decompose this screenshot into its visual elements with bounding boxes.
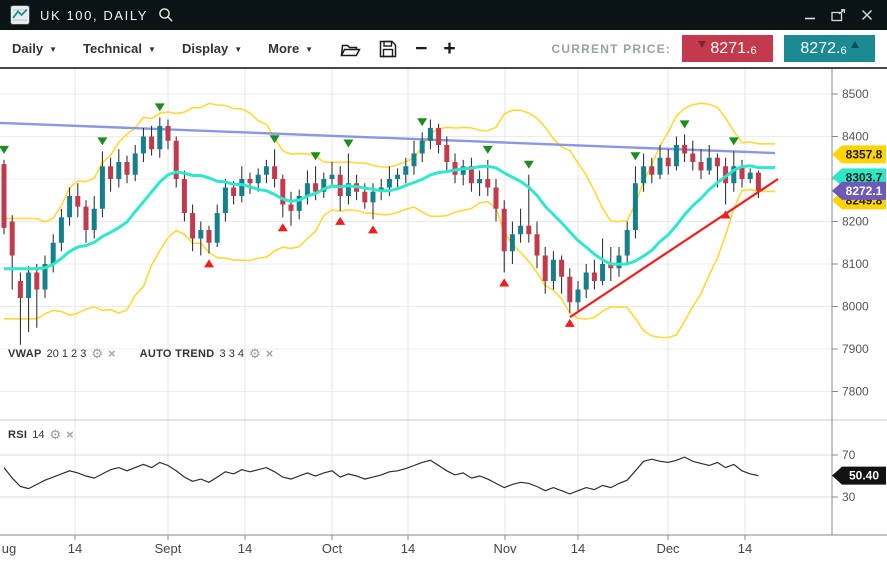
buy-price-button[interactable]: 8272. 6	[784, 35, 875, 62]
toolbar: Daily ▼ Technical ▼ Display ▼ More ▼	[0, 30, 887, 69]
vwap-line	[4, 164, 775, 271]
price-up-arrow-icon	[850, 41, 859, 48]
svg-text:Nov: Nov	[493, 541, 517, 556]
svg-text:ug: ug	[2, 541, 16, 556]
popout-button[interactable]	[831, 8, 846, 22]
autotrend-settings-gear-icon[interactable]: ⚙	[249, 346, 261, 361]
minimize-button[interactable]	[804, 9, 816, 21]
rsi-params: 14	[32, 428, 45, 441]
svg-text:7800: 7800	[842, 385, 869, 399]
menu-technical[interactable]: Technical ▼	[83, 41, 156, 56]
chevron-down-icon: ▼	[148, 45, 156, 54]
svg-text:14: 14	[238, 541, 252, 556]
current-price-label: CURRENT PRICE:	[551, 41, 671, 56]
save-icon[interactable]	[379, 40, 397, 58]
svg-text:8357.8: 8357.8	[846, 147, 883, 161]
signal-arrows	[0, 103, 739, 327]
zoom-in-button[interactable]: +	[443, 37, 456, 60]
svg-text:8100: 8100	[842, 257, 869, 271]
svg-text:50.40: 50.40	[849, 469, 879, 483]
price-down-arrow-icon	[698, 41, 707, 48]
svg-text:8000: 8000	[842, 300, 869, 314]
app-logo-icon	[10, 5, 30, 25]
svg-text:14: 14	[571, 541, 585, 556]
window-controls	[804, 8, 877, 22]
svg-text:8500: 8500	[842, 87, 869, 101]
zoom-out-button[interactable]: −	[415, 37, 428, 60]
close-button[interactable]	[861, 9, 873, 21]
open-folder-icon[interactable]	[339, 40, 361, 58]
rsi-settings-gear-icon[interactable]: ⚙	[49, 427, 62, 442]
rsi-remove-icon[interactable]: ×	[66, 427, 74, 442]
svg-text:8303.7: 8303.7	[846, 170, 883, 184]
vwap-label: VWAP	[8, 347, 42, 360]
menu-timeframe[interactable]: Daily ▼	[12, 41, 57, 56]
chevron-down-icon: ▼	[49, 45, 57, 54]
overlay-indicator-row: VWAP 20 1 2 3 ⚙ × AUTO TREND 3 3 4 ⚙ ×	[8, 347, 273, 360]
vwap-settings-gear-icon[interactable]: ⚙	[91, 346, 104, 361]
vwap-params: 20 1 2 3	[46, 347, 87, 360]
svg-text:14: 14	[401, 541, 415, 556]
rsi-pane	[3, 456, 759, 495]
search-icon[interactable]	[158, 7, 174, 23]
rsi-label: RSI	[8, 428, 28, 441]
sell-price-button[interactable]: 8271. 6	[682, 35, 773, 62]
autotrend-remove-icon[interactable]: ×	[265, 346, 274, 361]
svg-text:8272.1: 8272.1	[846, 184, 883, 198]
time-axis[interactable]: ug 14 Sept 14 Oct 14 Nov 14 Dec 14	[0, 534, 887, 556]
resistance-trendline[interactable]	[0, 121, 776, 155]
chart-canvas[interactable]: 850084008300820081008000790078007030 ug1…	[0, 69, 887, 560]
autotrend-label: AUTO TREND	[139, 347, 215, 360]
title-bar: UK 100, DAILY	[0, 0, 887, 30]
svg-text:14: 14	[68, 541, 82, 556]
current-price-cluster: CURRENT PRICE: 8271. 6 8272. 6	[552, 35, 875, 62]
svg-text:Dec: Dec	[656, 541, 680, 556]
menu-more[interactable]: More ▼	[268, 41, 314, 56]
rsi-indicator-row: RSI 14 ⚙ ×	[8, 428, 74, 441]
svg-text:70: 70	[842, 448, 856, 462]
window-title: UK 100, DAILY	[40, 7, 148, 23]
bollinger-bands	[4, 102, 775, 339]
chevron-down-icon: ▼	[234, 45, 243, 54]
vwap-remove-icon[interactable]: ×	[108, 346, 116, 361]
svg-text:8400: 8400	[842, 130, 869, 144]
autotrend-params: 3 3 4	[219, 347, 244, 360]
svg-text:30: 30	[842, 490, 856, 504]
price-axis[interactable]: 850084008300820081008000790078007030	[831, 69, 869, 535]
svg-text:14: 14	[738, 541, 752, 556]
svg-text:Sept: Sept	[155, 541, 182, 556]
support-trendline[interactable]	[569, 178, 779, 319]
chart-region: 850084008300820081008000790078007030 ug1…	[0, 69, 887, 560]
svg-text:Oct: Oct	[322, 541, 343, 556]
svg-text:7900: 7900	[842, 342, 869, 356]
menu-display[interactable]: Display ▼	[181, 41, 243, 56]
chevron-down-icon: ▼	[305, 45, 314, 54]
svg-text:8200: 8200	[842, 215, 869, 229]
grid-layer	[0, 69, 887, 535]
